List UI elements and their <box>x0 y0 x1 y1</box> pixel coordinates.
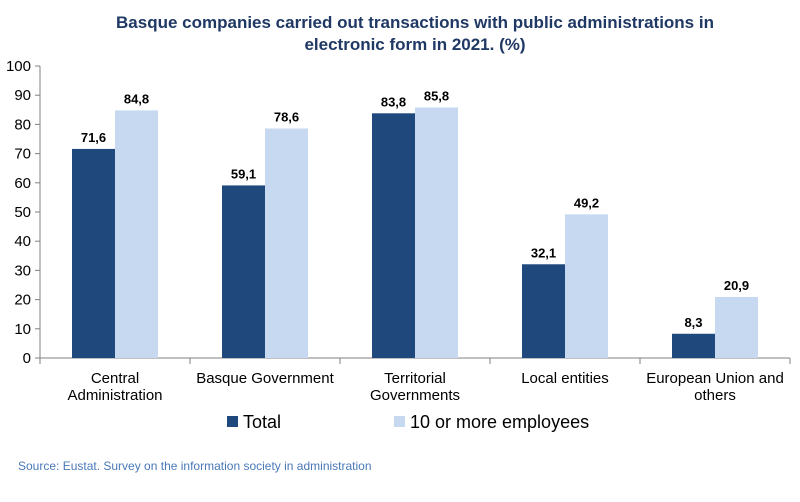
y-tick-label: 40 <box>14 233 31 250</box>
data-label: 8,3 <box>684 315 702 330</box>
bar-total <box>222 185 265 358</box>
bar-ten-plus <box>715 296 758 358</box>
bar-total <box>372 113 415 358</box>
x-category-label: Central <box>91 370 139 387</box>
x-category-label: Basque Government <box>196 370 334 387</box>
x-category-label: European Union and <box>646 370 784 387</box>
data-label: 85,8 <box>424 88 449 103</box>
y-tick-label: 0 <box>23 350 31 367</box>
y-tick-label: 80 <box>14 116 31 133</box>
data-label: 20,9 <box>724 278 749 293</box>
x-category-label: Territorial <box>384 370 446 387</box>
data-label: 78,6 <box>274 109 299 124</box>
legend-label-total: Total <box>243 412 281 432</box>
bar-ten-plus <box>115 110 158 358</box>
legend: Total 10 or more employees <box>227 412 589 432</box>
x-category-label: Local entities <box>521 370 609 387</box>
legend-swatch-total <box>227 416 238 427</box>
legend-label-ten-plus: 10 or more employees <box>410 412 589 432</box>
y-tick-label: 100 <box>6 58 31 75</box>
data-label: 71,6 <box>81 130 106 145</box>
y-tick-label: 70 <box>14 146 31 163</box>
legend-swatch-ten-plus <box>394 416 405 427</box>
bar-total <box>522 264 565 358</box>
bar-ten-plus <box>415 107 458 359</box>
bar-total <box>672 333 715 358</box>
y-tick-label: 30 <box>14 262 31 279</box>
bar-ten-plus <box>565 214 608 358</box>
y-tick-label: 60 <box>14 175 31 192</box>
data-label: 49,2 <box>574 195 599 210</box>
chart-title-line-2: electronic form in 2021. (%) <box>304 35 525 54</box>
y-tick-label: 90 <box>14 87 31 104</box>
x-category-label: others <box>694 387 736 404</box>
source-note: Source: Eustat. Survey on the informatio… <box>18 459 372 473</box>
data-label: 84,8 <box>124 91 149 106</box>
bar-ten-plus <box>265 128 308 358</box>
x-category-label: Governments <box>370 387 460 404</box>
plot-area: 0 10 20 30 40 50 60 70 80 90 100 71,6 84,8 CentralAdm… <box>6 58 791 404</box>
y-tick-label: 20 <box>14 292 31 309</box>
y-tick-label: 10 <box>14 321 31 338</box>
data-label: 32,1 <box>531 245 556 260</box>
y-tick-label: 50 <box>14 204 31 221</box>
data-label: 59,1 <box>231 166 256 181</box>
data-label: 83,8 <box>381 94 406 109</box>
x-category-label: Administration <box>67 387 162 404</box>
bar-total <box>72 148 115 358</box>
chart-title-line-1: Basque companies carried out transaction… <box>116 13 714 32</box>
